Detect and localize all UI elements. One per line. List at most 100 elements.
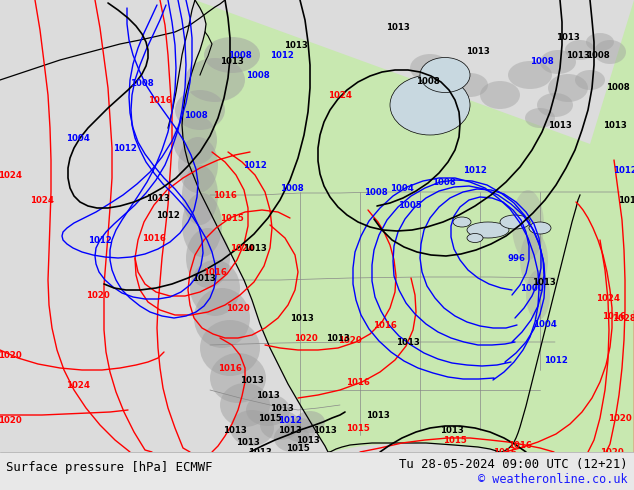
Text: 1015: 1015 [346, 423, 370, 433]
Text: 1008: 1008 [530, 57, 554, 67]
Text: 1016: 1016 [148, 96, 172, 104]
Ellipse shape [194, 288, 250, 348]
Ellipse shape [284, 418, 316, 442]
Text: 1013: 1013 [236, 438, 260, 446]
Text: 1013: 1013 [296, 436, 320, 444]
Text: 1012: 1012 [544, 356, 568, 365]
Text: 1020: 1020 [338, 336, 362, 344]
Text: 1024: 1024 [230, 244, 254, 252]
Ellipse shape [575, 70, 605, 90]
Ellipse shape [586, 33, 614, 51]
Polygon shape [182, 0, 634, 452]
Ellipse shape [520, 232, 548, 288]
Ellipse shape [410, 54, 450, 82]
Ellipse shape [453, 217, 471, 227]
Text: 1004: 1004 [66, 133, 90, 143]
Ellipse shape [182, 165, 218, 225]
Ellipse shape [190, 260, 240, 316]
Text: 1015: 1015 [258, 414, 282, 422]
Text: 1013: 1013 [532, 277, 556, 287]
Text: 1016: 1016 [508, 441, 532, 449]
Polygon shape [330, 443, 496, 452]
Ellipse shape [260, 410, 300, 440]
Ellipse shape [452, 73, 488, 97]
Ellipse shape [185, 58, 245, 102]
Text: 1004: 1004 [533, 319, 557, 328]
Ellipse shape [420, 57, 470, 93]
Text: 1012: 1012 [243, 161, 267, 170]
Ellipse shape [512, 190, 544, 260]
Text: 1008: 1008 [586, 50, 610, 59]
Text: 1008: 1008 [130, 79, 154, 89]
Text: 1013: 1013 [192, 273, 216, 283]
Bar [0, 452, 634, 490]
Ellipse shape [186, 228, 230, 288]
Ellipse shape [467, 234, 483, 243]
Text: 1013: 1013 [278, 425, 302, 435]
Ellipse shape [467, 222, 509, 238]
Text: 1013: 1013 [290, 314, 314, 322]
Text: 1016: 1016 [373, 320, 397, 329]
Ellipse shape [390, 75, 470, 135]
Ellipse shape [246, 394, 290, 426]
Text: 1020: 1020 [600, 447, 624, 457]
Text: 1028: 1028 [612, 314, 634, 322]
Text: 1013: 1013 [566, 50, 590, 59]
Text: 1016: 1016 [218, 364, 242, 372]
Text: 1008: 1008 [606, 83, 630, 93]
Text: 1016: 1016 [213, 191, 237, 199]
Text: 1013: 1013 [243, 244, 267, 252]
Text: 1013: 1013 [248, 447, 272, 457]
Text: 1013: 1013 [466, 48, 490, 56]
Ellipse shape [594, 40, 626, 64]
Ellipse shape [500, 215, 530, 229]
Ellipse shape [200, 320, 260, 376]
Ellipse shape [274, 424, 310, 452]
Text: 1013: 1013 [548, 121, 572, 129]
Ellipse shape [480, 81, 520, 109]
Text: 1016: 1016 [346, 377, 370, 387]
Ellipse shape [548, 74, 588, 102]
Text: 1013: 1013 [366, 411, 390, 419]
Text: 1013: 1013 [313, 425, 337, 435]
Ellipse shape [178, 137, 218, 193]
Text: 1020: 1020 [0, 416, 22, 424]
Ellipse shape [540, 50, 576, 74]
Ellipse shape [173, 115, 217, 165]
Ellipse shape [508, 61, 552, 89]
Text: 1015: 1015 [286, 443, 310, 452]
Text: 1016: 1016 [203, 268, 227, 276]
Ellipse shape [565, 40, 595, 60]
Text: 996: 996 [507, 253, 525, 263]
Text: 1013: 1013 [326, 334, 350, 343]
Ellipse shape [529, 222, 551, 234]
Ellipse shape [295, 411, 325, 433]
Text: 1008: 1008 [364, 188, 388, 196]
Text: 1012: 1012 [270, 50, 294, 59]
Text: 1020: 1020 [226, 303, 250, 313]
Ellipse shape [526, 270, 550, 320]
Text: 1012: 1012 [88, 236, 112, 245]
Text: 1013: 1013 [386, 24, 410, 32]
Text: 1016: 1016 [602, 312, 626, 320]
Ellipse shape [210, 353, 266, 403]
Ellipse shape [204, 37, 260, 73]
Text: 1024: 1024 [66, 381, 90, 390]
Text: 1013: 1013 [396, 338, 420, 346]
Text: 1013: 1013 [618, 196, 634, 204]
Text: 1013: 1013 [220, 57, 244, 67]
Text: 1013: 1013 [256, 391, 280, 399]
Ellipse shape [537, 93, 573, 117]
Text: 1012: 1012 [156, 211, 180, 220]
Text: 1008: 1008 [228, 50, 252, 59]
Text: 1012: 1012 [463, 166, 487, 174]
Text: 1020: 1020 [0, 350, 22, 360]
Text: Tu 28-05-2024 09:00 UTC (12+21): Tu 28-05-2024 09:00 UTC (12+21) [399, 458, 628, 471]
Text: 1020: 1020 [608, 414, 632, 422]
Text: 1024: 1024 [0, 171, 22, 179]
Text: 1013: 1013 [270, 403, 294, 413]
Text: 1015: 1015 [443, 436, 467, 444]
Text: 1000: 1000 [520, 284, 544, 293]
Text: 1016: 1016 [493, 447, 517, 457]
Text: 1024: 1024 [30, 196, 54, 204]
